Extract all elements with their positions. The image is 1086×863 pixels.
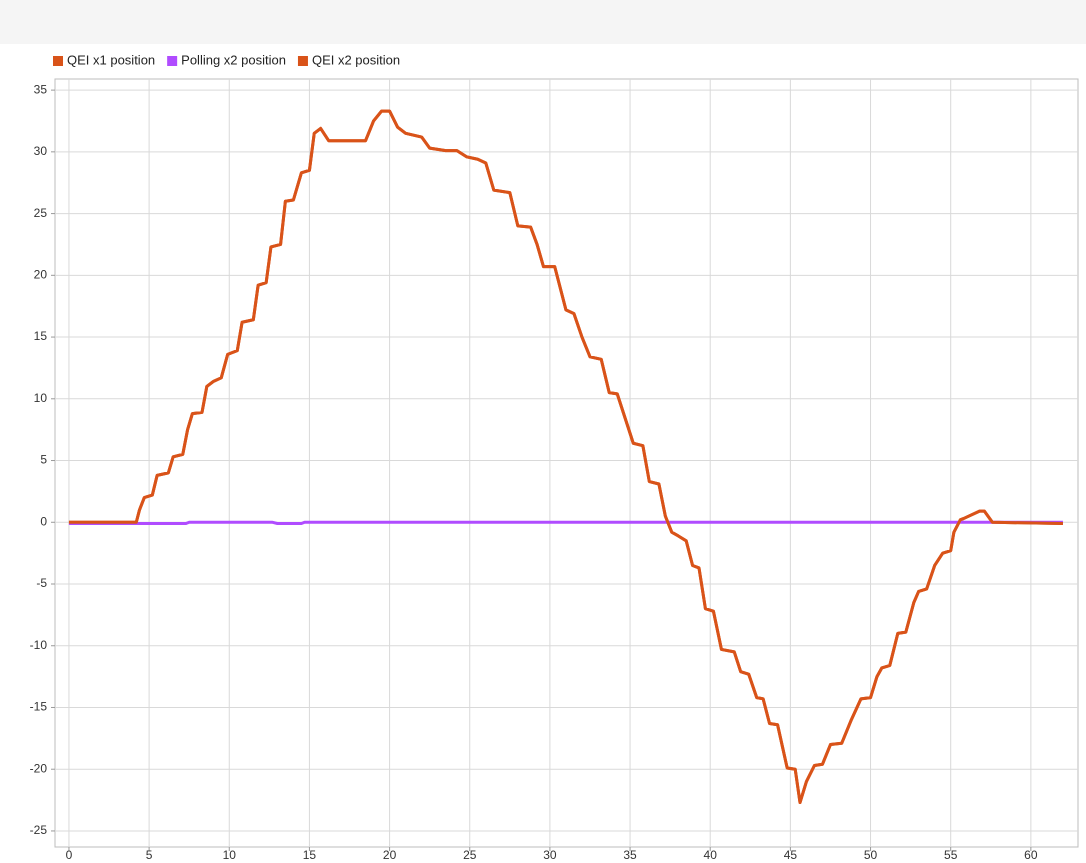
legend-swatch (167, 56, 178, 66)
y-tick-label: 20 (34, 267, 48, 281)
x-tick-label: 25 (463, 848, 477, 862)
x-tick-label: 10 (223, 848, 237, 862)
legend-label: QEI x2 position (312, 52, 400, 67)
y-tick-label: -20 (30, 761, 48, 775)
x-tick-label: 30 (543, 848, 557, 862)
x-tick-label: 40 (704, 848, 718, 862)
x-tick-label: 0 (66, 848, 73, 862)
legend-swatch (53, 56, 63, 66)
y-tick-label: 0 (40, 514, 47, 528)
y-tick-label: 15 (34, 329, 48, 343)
x-tick-label: 60 (1024, 848, 1038, 862)
y-tick-label: -25 (30, 823, 48, 837)
x-tick-label: 50 (864, 848, 878, 862)
x-tick-label: 45 (784, 848, 798, 862)
y-tick-label: -10 (30, 638, 48, 652)
y-tick-label: 30 (34, 144, 48, 158)
y-tick-label: 25 (34, 206, 48, 220)
lines (68, 109, 1063, 805)
y-tick-label: 35 (34, 82, 48, 96)
legend-label: Polling x2 position (181, 52, 286, 67)
x-tick-label: 20 (383, 848, 397, 862)
x-tick-label: 15 (303, 848, 317, 862)
series-line (68, 520, 1063, 525)
x-tick-label: 5 (146, 848, 153, 862)
legend-label: QEI x1 position (67, 52, 155, 67)
series-line (68, 109, 1063, 805)
x-tick-label: 55 (944, 848, 958, 862)
y-tick-label: 5 (40, 453, 47, 467)
header-band (0, 0, 1086, 44)
y-tick-label: -15 (30, 700, 48, 714)
x-tick-label: 35 (623, 848, 637, 862)
legend: QEI x1 position Polling x2 position QEI x2… (53, 52, 400, 67)
plot-area (54, 78, 1079, 848)
y-tick-label: -5 (36, 576, 47, 590)
y-tick-label: 10 (34, 391, 48, 405)
legend-swatch (297, 56, 308, 66)
